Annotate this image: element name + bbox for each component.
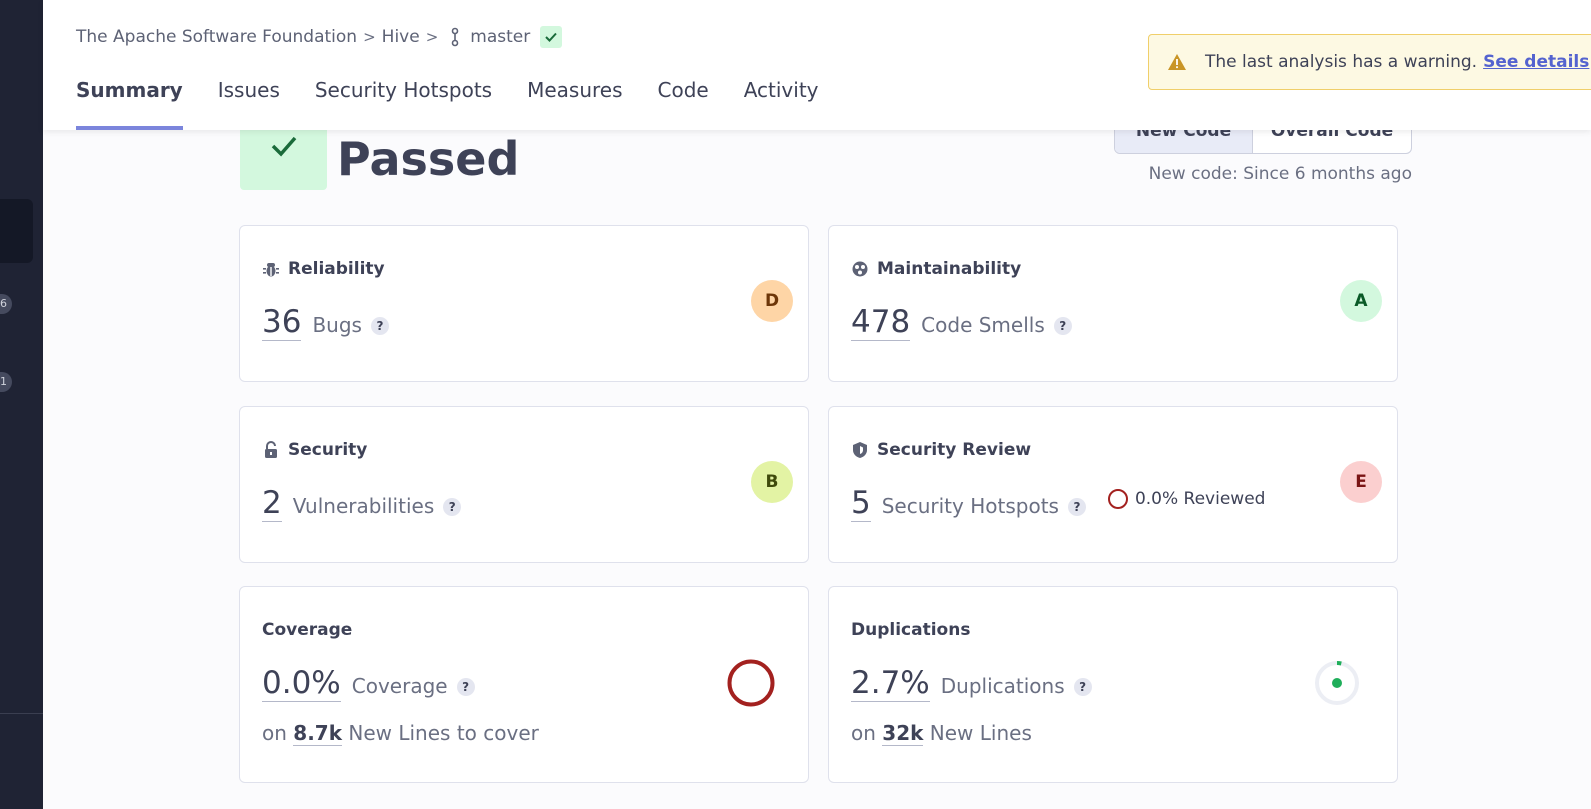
duplications-lines: on 32k New Lines <box>851 721 1032 746</box>
new-code-period: New code: Since 6 months ago <box>1148 164 1412 184</box>
duplications-donut-icon[interactable] <box>1313 659 1361 707</box>
security-review-card: Security Review 5 Security Hotspots ? 0.… <box>828 406 1398 563</box>
sidebar-divider <box>0 713 43 714</box>
hotspots-reviewed-text: 0.0% Reviewed <box>1134 489 1266 509</box>
help-icon[interactable]: ? <box>456 678 475 696</box>
warning-icon <box>1168 54 1186 70</box>
check-icon <box>271 136 296 157</box>
tab-security-hotspots[interactable]: Security Hotspots <box>314 78 493 102</box>
lines-to-cover-value[interactable]: 8.7k <box>293 721 343 746</box>
duplications-card: Duplications 2.7% Duplications ? on 32k … <box>828 586 1398 783</box>
tab-activity[interactable]: Activity <box>743 78 819 102</box>
maintainability-icon <box>852 261 868 277</box>
security-title: Security <box>262 440 367 460</box>
breadcrumb: The Apache Software Foundation > Hive > … <box>76 25 563 49</box>
vulnerabilities-label: Vulnerabilities <box>292 494 435 518</box>
branch-icon <box>451 27 459 47</box>
code-smells-label: Code Smells <box>921 313 1045 337</box>
bugs-value[interactable]: 36 <box>262 304 302 341</box>
hotspots-reviewed[interactable]: 0.0% Reviewed <box>1107 489 1266 509</box>
duplications-title: Duplications <box>851 620 971 640</box>
security-review-title: Security Review <box>851 440 1031 460</box>
duplications-metric: 2.7% Duplications ? <box>851 665 1092 702</box>
coverage-metric: 0.0% Coverage ? <box>262 665 475 702</box>
reviewed-ring-icon <box>1107 489 1128 509</box>
help-icon[interactable]: ? <box>370 317 389 335</box>
vulnerabilities-metric: 2 Vulnerabilities ? <box>262 485 462 522</box>
project-tabs: Summary Issues Security Hotspots Measure… <box>76 74 854 130</box>
coverage-label: Coverage <box>351 674 448 698</box>
coverage-value[interactable]: 0.0% <box>262 665 341 702</box>
tab-issues[interactable]: Issues <box>217 78 280 102</box>
help-icon[interactable]: ? <box>1073 678 1092 696</box>
security-review-rating[interactable]: E <box>1340 461 1382 503</box>
sidebar-badge: 6 <box>0 294 12 314</box>
quality-gate-status-box <box>240 122 327 190</box>
help-icon[interactable]: ? <box>1067 498 1086 516</box>
shield-icon <box>853 442 867 458</box>
bug-icon <box>263 263 279 277</box>
help-icon[interactable]: ? <box>443 498 462 516</box>
maintainability-card: Maintainability 478 Code Smells ? A <box>828 225 1398 382</box>
check-icon <box>545 32 557 42</box>
tab-code[interactable]: Code <box>657 78 709 102</box>
coverage-card: Coverage 0.0% Coverage ? on 8.7k New Lin… <box>239 586 809 783</box>
left-sidebar: 6 1 <box>0 0 43 809</box>
sidebar-badge: 1 <box>0 372 12 392</box>
maintainability-rating[interactable]: A <box>1340 280 1382 322</box>
security-rating[interactable]: B <box>751 461 793 503</box>
tab-summary[interactable]: Summary <box>76 74 183 130</box>
duplications-label: Duplications <box>940 674 1065 698</box>
duplications-value[interactable]: 2.7% <box>851 665 930 702</box>
sidebar-active-item[interactable] <box>0 199 33 263</box>
security-card: Security 2 Vulnerabilities ? B <box>239 406 809 563</box>
help-icon[interactable]: ? <box>1053 317 1072 335</box>
bugs-metric: 36 Bugs ? <box>262 304 389 341</box>
coverage-lines: on 8.7k New Lines to cover <box>262 721 539 746</box>
breadcrumb-separator: > <box>425 28 439 46</box>
breadcrumb-project[interactable]: Hive <box>381 27 420 47</box>
branch-status-badge <box>540 26 563 48</box>
analysis-warning-banner: The last analysis has a warning. See det… <box>1148 34 1591 90</box>
reliability-card: Reliability 36 Bugs ? D <box>239 225 809 382</box>
vulnerabilities-value[interactable]: 2 <box>262 485 282 522</box>
tab-measures[interactable]: Measures <box>527 78 623 102</box>
breadcrumb-separator: > <box>363 28 376 46</box>
branch-name[interactable]: master <box>470 27 531 47</box>
security-hotspots-metric: 5 Security Hotspots ? 0.0% Reviewed <box>851 485 1265 522</box>
reliability-rating[interactable]: D <box>751 280 793 322</box>
project-header: The Apache Software Foundation > Hive > … <box>43 0 1591 130</box>
maintainability-title: Maintainability <box>851 259 1021 279</box>
bugs-label: Bugs <box>312 313 362 337</box>
see-details-link[interactable]: See details <box>1483 52 1590 72</box>
coverage-title: Coverage <box>262 620 353 640</box>
code-smells-value[interactable]: 478 <box>851 304 911 341</box>
lock-open-icon <box>265 441 277 458</box>
breadcrumb-org[interactable]: The Apache Software Foundation <box>76 27 358 47</box>
warning-icon-box <box>1149 35 1205 89</box>
warning-text: The last analysis has a warning. <box>1205 52 1478 72</box>
security-hotspots-value[interactable]: 5 <box>851 485 871 522</box>
coverage-ring-icon[interactable] <box>726 658 776 708</box>
code-smells-metric: 478 Code Smells ? <box>851 304 1072 341</box>
reliability-title: Reliability <box>262 259 385 279</box>
security-hotspots-label: Security Hotspots <box>881 494 1059 518</box>
new-lines-value[interactable]: 32k <box>882 721 924 746</box>
quality-gate-status: Passed <box>337 132 520 186</box>
